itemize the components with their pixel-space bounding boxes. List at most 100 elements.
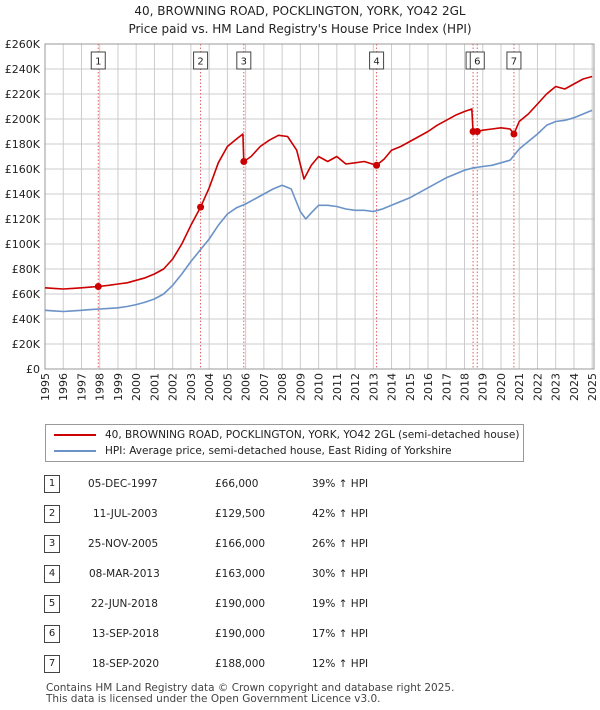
y-tick-label: £240K: [5, 63, 41, 76]
x-tick-label: 2011: [331, 373, 344, 401]
x-tick-label: 1996: [57, 373, 70, 401]
table-row: 4 08-MAR-2013 £163,000 30% ↑ HPI: [0, 565, 600, 585]
y-tick-label: £160K: [5, 163, 41, 176]
y-tick-label: £60K: [12, 288, 41, 301]
plot-frame: [44, 43, 595, 370]
sale-point: [510, 130, 518, 138]
x-tick-label: 2013: [367, 373, 380, 401]
x-tick-label: 2014: [386, 373, 399, 401]
y-tick-label: £80K: [12, 263, 41, 276]
x-tick-label: 2017: [440, 373, 453, 401]
sale-point: [373, 161, 381, 169]
row-hpi: 19% ↑ HPI: [312, 598, 369, 610]
hpi-line: [44, 109, 593, 313]
x-tick-label: 2018: [459, 373, 472, 401]
row-price: £190,000: [215, 598, 266, 610]
x-tick-label: 2001: [148, 373, 161, 401]
row-date: 11-JUL-2003: [93, 508, 158, 520]
sale-marker-label: 2: [197, 57, 203, 68]
legend-label-hpi: HPI: Average price, semi-detached house,…: [105, 445, 452, 457]
row-number: 5: [44, 595, 60, 613]
row-number: 1: [44, 475, 60, 493]
row-hpi: 17% ↑ HPI: [312, 628, 369, 640]
sale-marker-box: [236, 51, 252, 70]
row-number: 4: [44, 565, 60, 583]
sale-marker-box: [469, 51, 485, 70]
y-tick-label: £0: [26, 363, 40, 376]
y-tick-label: £120K: [5, 213, 41, 226]
sale-marker-label: 4: [373, 57, 379, 68]
legend-label-price-paid: 40, BROWNING ROAD, POCKLINGTON, YORK, YO…: [105, 429, 520, 441]
plot-area: [45, 44, 594, 369]
sale-point: [94, 283, 102, 290]
x-tick-label: 1998: [94, 373, 107, 401]
row-hpi: 39% ↑ HPI: [312, 478, 369, 490]
x-tick-label: 2004: [203, 373, 216, 401]
x-tick-label: 2016: [422, 373, 435, 401]
sale-marker-box: [506, 51, 522, 70]
table-row: 3 25-NOV-2005 £166,000 26% ↑ HPI: [0, 535, 600, 555]
row-price: £166,000: [215, 538, 266, 550]
y-tick-label: £140K: [5, 188, 41, 201]
y-tick-label: £20K: [12, 338, 41, 351]
row-number: 6: [44, 625, 60, 643]
row-date: 05-DEC-1997: [88, 478, 158, 490]
x-tick-label: 2002: [167, 373, 180, 401]
x-tick-label: 2025: [586, 373, 599, 401]
footer-copyright: Contains HM Land Registry data © Crown c…: [46, 682, 455, 694]
table-row: 1 05-DEC-1997 £66,000 39% ↑ HPI: [0, 475, 600, 495]
sale-marker-label: 3: [241, 57, 247, 68]
row-date: 13-SEP-2018: [92, 628, 160, 640]
sale-marker-box: [369, 51, 385, 70]
y-tick-label: £260K: [5, 38, 41, 51]
row-date: 08-MAR-2013: [89, 568, 160, 580]
y-tick-label: £40K: [12, 313, 41, 326]
y-tick-label: £200K: [5, 113, 41, 126]
x-tick-label: 2010: [313, 373, 326, 401]
sale-marker-box: [193, 51, 209, 70]
row-date: 18-SEP-2020: [92, 658, 160, 670]
row-number: 3: [44, 535, 60, 553]
sale-point: [197, 203, 205, 211]
x-tick-label: 2008: [276, 373, 289, 401]
chart-legend: 40, BROWNING ROAD, POCKLINGTON, YORK, YO…: [45, 424, 524, 462]
y-tick-label: £220K: [5, 88, 41, 101]
row-hpi: 30% ↑ HPI: [312, 568, 369, 580]
sale-marker-label: 1: [95, 57, 101, 68]
row-price: £66,000: [215, 478, 259, 490]
x-tick-label: 2003: [185, 373, 198, 401]
sale-marker-label: 7: [511, 57, 517, 68]
x-tick-label: 2022: [531, 373, 544, 401]
row-number: 2: [44, 505, 60, 523]
x-tick-label: 2023: [550, 373, 563, 401]
x-tick-label: 2024: [568, 373, 581, 401]
row-date: 25-NOV-2005: [88, 538, 159, 550]
row-date: 22-JUN-2018: [91, 598, 158, 610]
table-row: 6 13-SEP-2018 £190,000 17% ↑ HPI: [0, 625, 600, 645]
table-row: 2 11-JUL-2003 £129,500 42% ↑ HPI: [0, 505, 600, 525]
row-price: £188,000: [215, 658, 266, 670]
row-hpi: 12% ↑ HPI: [312, 658, 369, 670]
x-tick-label: 2000: [130, 373, 143, 401]
table-row: 5 22-JUN-2018 £190,000 19% ↑ HPI: [0, 595, 600, 615]
row-hpi: 42% ↑ HPI: [312, 508, 369, 520]
x-tick-label: 2015: [404, 373, 417, 401]
legend-swatch-hpi: [54, 450, 96, 452]
table-row: 7 18-SEP-2020 £188,000 12% ↑ HPI: [0, 655, 600, 675]
x-tick-label: 2021: [513, 373, 526, 401]
row-hpi: 26% ↑ HPI: [312, 538, 369, 550]
row-number: 7: [44, 655, 60, 673]
x-tick-label: 2020: [495, 373, 508, 401]
x-tick-label: 2005: [221, 373, 234, 401]
price-paid-line: [44, 75, 593, 290]
x-tick-label: 1999: [112, 373, 125, 401]
y-tick-label: £180K: [5, 138, 41, 151]
row-price: £190,000: [215, 628, 266, 640]
footer-licence: This data is licensed under the Open Gov…: [46, 693, 381, 705]
legend-item-hpi: HPI: Average price, semi-detached house,…: [54, 445, 452, 457]
legend-swatch-price-paid: [54, 434, 96, 436]
x-tick-label: 2009: [294, 373, 307, 401]
legend-item-price-paid: 40, BROWNING ROAD, POCKLINGTON, YORK, YO…: [54, 429, 519, 441]
sale-point: [240, 158, 248, 165]
x-tick-label: 2019: [477, 373, 490, 401]
